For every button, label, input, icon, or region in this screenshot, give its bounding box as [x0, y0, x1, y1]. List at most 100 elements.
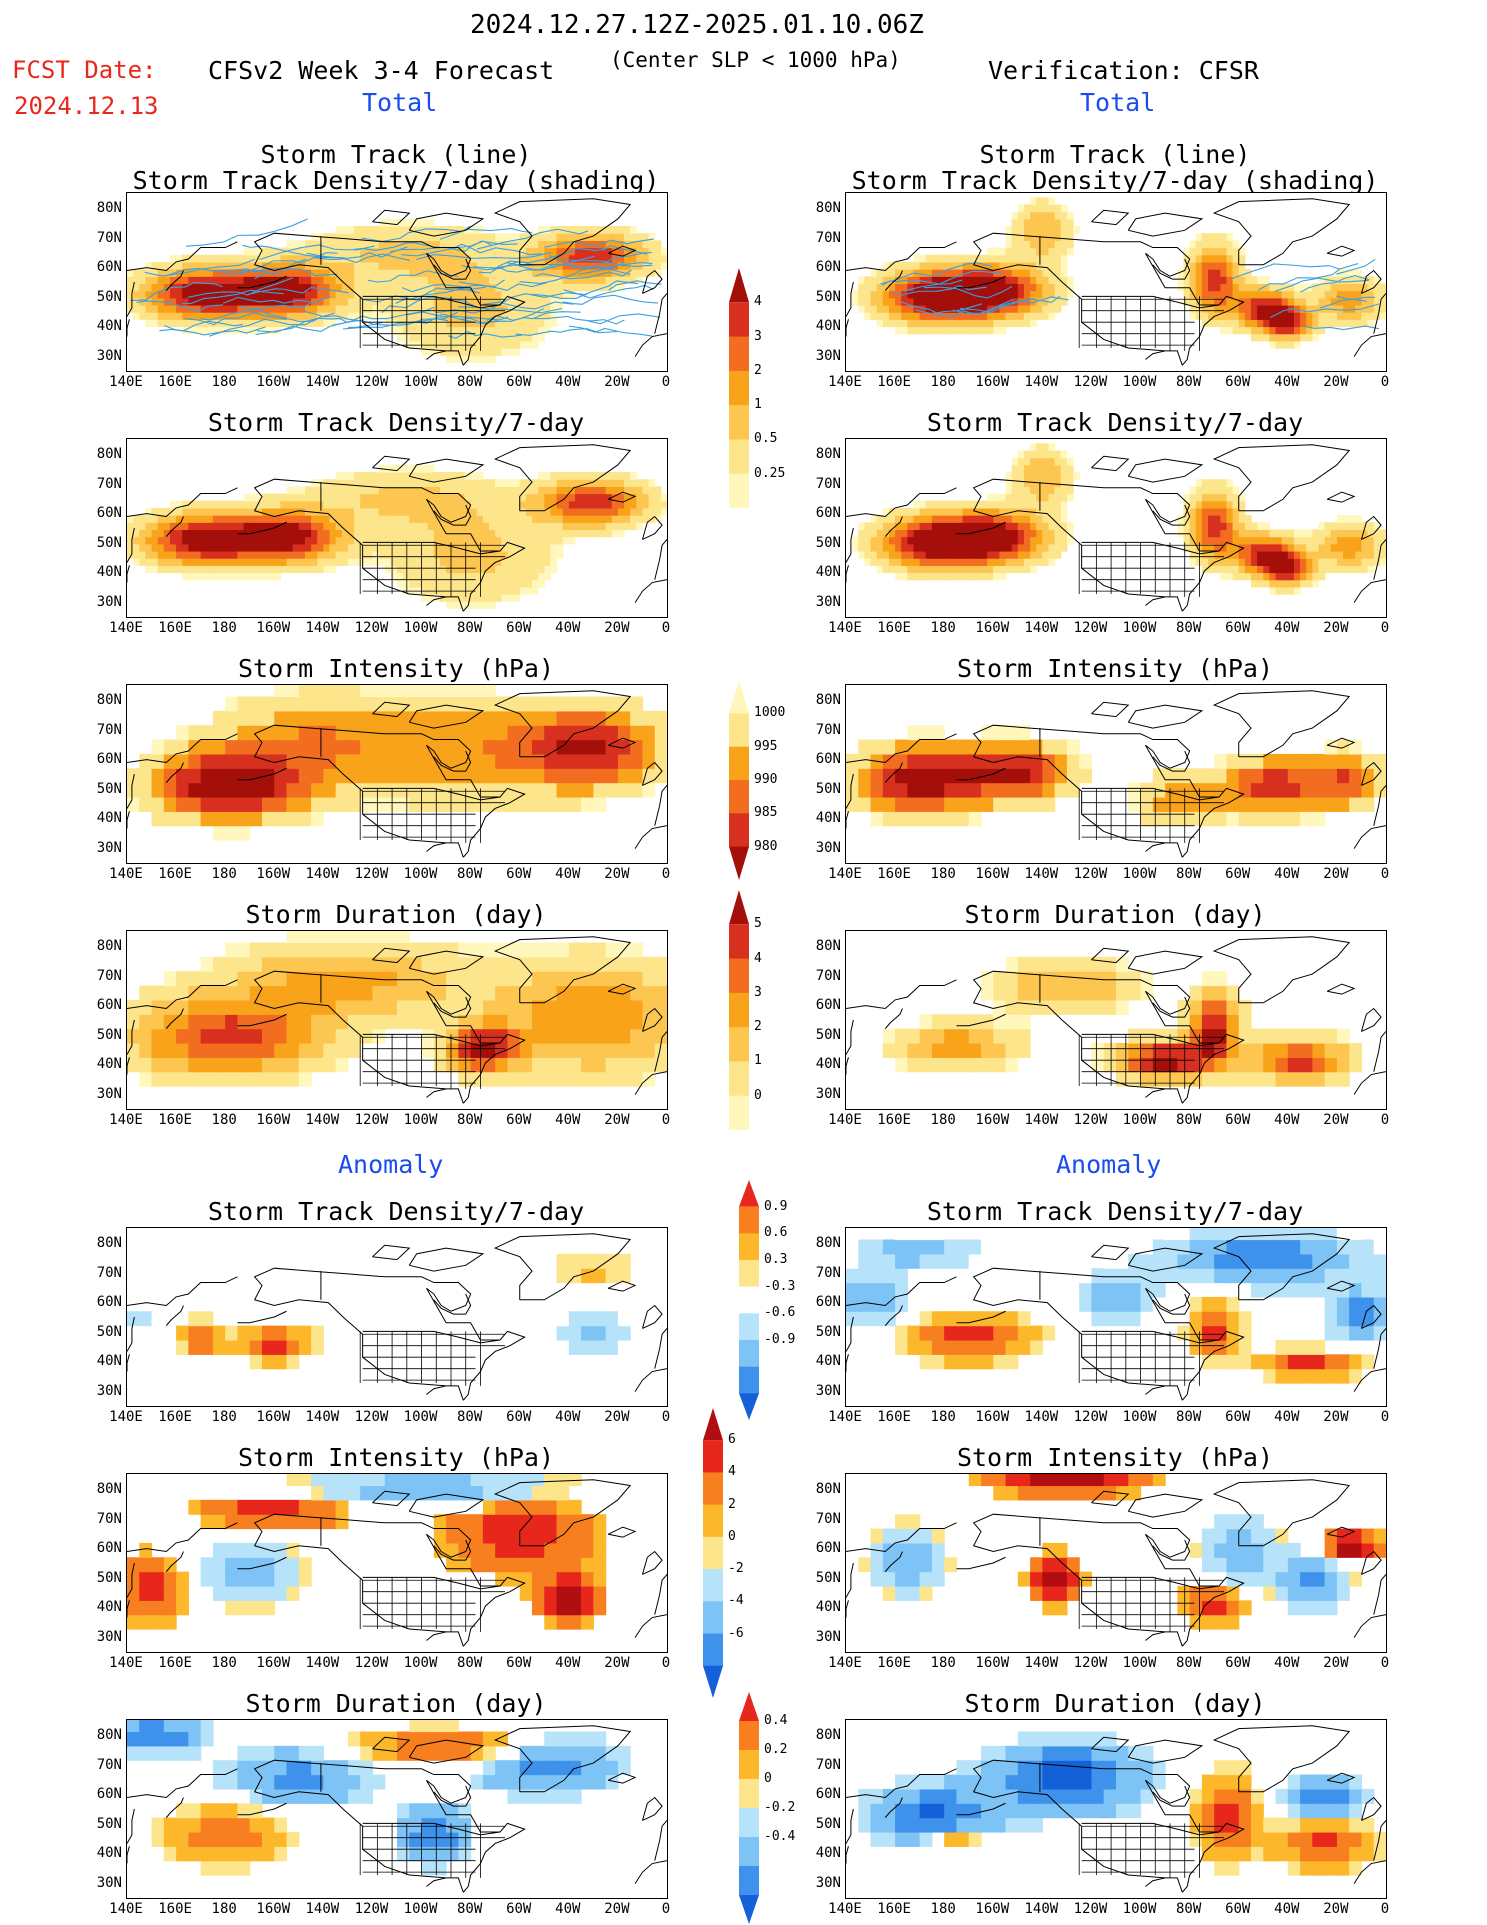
- coastlines: [127, 1233, 667, 1401]
- lat-tick-label: 80N: [815, 692, 841, 708]
- lat-tick-label: 70N: [815, 229, 841, 246]
- lat-tick-label: 40N: [96, 1056, 122, 1072]
- lat-tick-label: 40N: [96, 810, 122, 826]
- lon-tick-label: 80W: [456, 1901, 483, 1917]
- lat-tick-label: 50N: [96, 288, 122, 305]
- lat-tick-label: 60N: [96, 259, 122, 275]
- lat-tick-label: 30N: [815, 593, 841, 610]
- lat-tick-label: 70N: [96, 1264, 122, 1281]
- lat-tick-label: 50N: [815, 1026, 841, 1043]
- lon-tick-label: 120W: [1073, 1112, 1108, 1128]
- lon-tick-label: 160E: [158, 620, 192, 636]
- lon-tick-label: 40W: [1274, 620, 1300, 636]
- lat-tick-label: 70N: [96, 721, 122, 738]
- lon-tick-label: 0: [1380, 374, 1390, 390]
- lon-tick-label: 120W: [1073, 866, 1108, 882]
- section-total-right: Total: [1080, 88, 1156, 117]
- colorbar-label: 0.4: [764, 1713, 788, 1728]
- lon-tick-label: 140E: [109, 1112, 143, 1128]
- lat-tick-label: 60N: [815, 1294, 841, 1310]
- map-canvas: [127, 1720, 667, 1893]
- lat-tick-label: 50N: [815, 288, 841, 305]
- lon-tick-label: 0: [1380, 620, 1390, 636]
- shading: [127, 685, 667, 841]
- colorbar-label: -0.3: [764, 1278, 796, 1294]
- panel-title: Storm Intensity (hPa): [956, 654, 1274, 683]
- lat-tick-label: 50N: [96, 1026, 122, 1043]
- lon-tick-label: 100W: [1122, 866, 1157, 882]
- lon-tick-label: 60W: [1225, 1901, 1251, 1917]
- lat-tick-label: 80N: [815, 200, 841, 216]
- lon-tick-label: 80W: [1175, 1901, 1202, 1917]
- lon-tick-label: 20W: [1323, 866, 1349, 882]
- map-fcst-track: [126, 192, 668, 372]
- lon-tick-label: 120W: [354, 866, 389, 882]
- lat-tick-label: 60N: [96, 1540, 122, 1556]
- lon-tick-label: 0: [1380, 1655, 1390, 1671]
- panel-subtitle: Storm Track Density/7-day (shading): [851, 166, 1379, 195]
- panel-title: Storm Track (line): [979, 140, 1251, 169]
- lat-tick-label: 30N: [96, 347, 122, 364]
- lat-tick-label: 80N: [815, 446, 841, 462]
- shading: [858, 1474, 1386, 1630]
- lat-tick-label: 40N: [815, 1845, 841, 1861]
- lon-tick-label: 100W: [403, 620, 438, 636]
- lon-tick-label: 40W: [1274, 1901, 1300, 1917]
- colorbar-label: 980: [754, 838, 778, 854]
- colorbar-label: 0: [754, 1087, 762, 1103]
- colorbar-label: 5: [754, 916, 762, 932]
- map-cfsr-density-anom: [845, 1227, 1387, 1407]
- colorbar-label: 2: [754, 362, 762, 378]
- lon-tick-label: 120W: [354, 1409, 389, 1425]
- map-cfsr-intensity: [845, 684, 1387, 864]
- criterion-note: (Center SLP < 1000 hPa): [610, 48, 901, 72]
- lat-tick-label: 80N: [96, 692, 122, 708]
- lat-tick-label: 40N: [96, 318, 122, 334]
- lon-tick-label: 140W: [305, 374, 340, 390]
- lon-tick-label: 160E: [877, 866, 911, 882]
- lon-tick-label: 180: [930, 1655, 956, 1671]
- lon-tick-label: 180: [930, 374, 956, 390]
- lat-tick-label: 70N: [96, 229, 122, 246]
- lat-tick-label: 40N: [815, 564, 841, 580]
- lon-tick-label: 60W: [506, 866, 532, 882]
- panel-title: Storm Track (line): [260, 140, 532, 169]
- lon-tick-label: 140E: [828, 1409, 862, 1425]
- lon-tick-label: 20W: [1323, 1901, 1349, 1917]
- model-title: CFSv2 Week 3-4 Forecast: [208, 56, 555, 85]
- map-canvas: [127, 444, 667, 612]
- lon-tick-label: 120W: [354, 1901, 389, 1917]
- lat-tick-label: 30N: [96, 1085, 122, 1102]
- panel-title: Storm Duration (day): [245, 900, 547, 929]
- lat-tick-label: 60N: [815, 259, 841, 275]
- lon-tick-label: 180: [211, 866, 237, 882]
- panel-subtitle: Storm Track Density/7-day (shading): [132, 166, 660, 195]
- panel-title: Storm Track Density/7-day: [207, 1197, 585, 1226]
- shading: [852, 443, 1386, 595]
- lon-tick-label: 160E: [877, 1409, 911, 1425]
- colorbar-label: 3: [754, 328, 762, 344]
- lat-tick-label: 50N: [815, 780, 841, 797]
- colorbar-label: 0: [728, 1528, 736, 1544]
- lon-tick-label: 0: [1380, 866, 1390, 882]
- lon-tick-label: 0: [661, 620, 671, 636]
- lat-tick-label: 30N: [815, 1085, 841, 1102]
- storm-tracks: [880, 258, 1380, 331]
- lon-tick-label: 20W: [604, 1901, 630, 1917]
- lon-tick-label: 100W: [403, 1655, 438, 1671]
- lon-tick-label: 140W: [305, 1112, 340, 1128]
- colorbar-label: 1: [754, 397, 762, 413]
- colorbar-label: 990: [754, 772, 778, 787]
- lat-tick-label: 70N: [96, 475, 122, 492]
- section-total-left: Total: [362, 88, 438, 117]
- lon-tick-label: 180: [930, 866, 956, 882]
- lon-tick-label: 160W: [256, 1409, 291, 1425]
- lon-tick-label: 180: [211, 374, 237, 390]
- map-canvas: [127, 1474, 667, 1647]
- lat-tick-label: 40N: [96, 1353, 122, 1369]
- lat-tick-label: 30N: [815, 1874, 841, 1891]
- lon-tick-label: 160W: [256, 374, 291, 390]
- lon-tick-label: 0: [661, 866, 671, 882]
- coastlines: [127, 444, 667, 612]
- coastlines: [127, 198, 667, 366]
